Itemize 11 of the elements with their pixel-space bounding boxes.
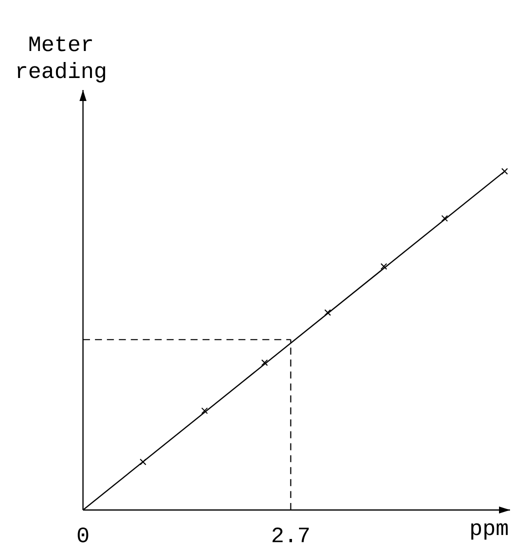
point [324, 309, 331, 316]
x-tick-label: 0 [78, 527, 88, 542]
point [261, 359, 268, 366]
point [441, 215, 448, 222]
point [380, 263, 388, 270]
x-axis-title: ppm [471, 523, 508, 540]
point [201, 407, 208, 414]
point [140, 458, 146, 466]
y-axis-title: Meter reading [18, 36, 106, 82]
point [501, 168, 508, 175]
x-tick-label: 2.7 [272, 527, 309, 542]
